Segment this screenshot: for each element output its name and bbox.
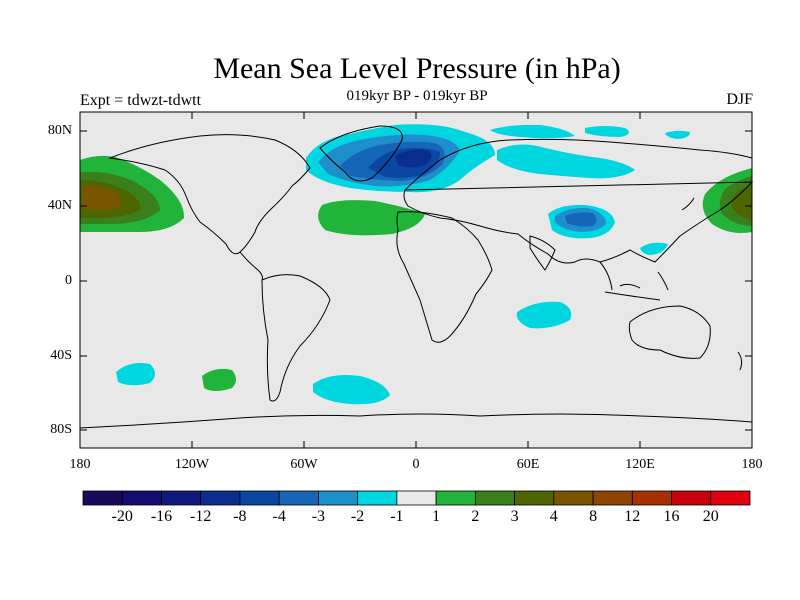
lat-label-40s: 40S xyxy=(50,348,72,363)
experiment-label: Expt = tdwzt-tdwtt xyxy=(80,92,202,109)
anomaly-north-atlantic-positive xyxy=(318,200,425,236)
colorbar-label: -16 xyxy=(150,508,173,525)
lon-label-180e: 180 xyxy=(741,457,763,472)
colorbar-label: 8 xyxy=(589,508,598,525)
colorbar-label: -2 xyxy=(350,508,365,525)
colorbar-label: 3 xyxy=(510,508,519,525)
map-subtitle: 019kyr BP - 019kyr BP xyxy=(346,88,488,104)
anomaly-south-pacific-positive xyxy=(202,368,236,391)
colorbar-swatch xyxy=(200,490,241,506)
colorbar-label: 2 xyxy=(471,508,480,525)
colorbar xyxy=(82,490,751,506)
colorbar-swatch xyxy=(514,490,555,506)
axis-ticks xyxy=(80,112,752,448)
colorbar-label: 4 xyxy=(549,508,558,525)
lon-label-120e: 120E xyxy=(625,457,655,472)
lat-label-80s: 80S xyxy=(50,422,72,437)
colorbar-swatch xyxy=(396,490,437,506)
lon-label-120w: 120W xyxy=(174,457,210,472)
colorbar-label: -20 xyxy=(111,508,133,525)
colorbar-swatch xyxy=(121,490,162,506)
colorbar-label: -3 xyxy=(311,508,326,525)
colorbar-swatch xyxy=(278,490,319,506)
colorbar-swatch xyxy=(474,490,515,506)
colorbar-swatch xyxy=(710,490,751,506)
lon-label-0: 0 xyxy=(412,457,420,472)
anomaly-fields xyxy=(80,124,752,405)
season-label: DJF xyxy=(726,91,753,108)
colorbar-label: 12 xyxy=(624,508,641,525)
colorbar-label: 20 xyxy=(702,508,719,525)
colorbar-label: 16 xyxy=(663,508,680,525)
colorbar-label: -4 xyxy=(272,508,286,525)
lat-label-0: 0 xyxy=(65,273,72,288)
lon-label-180w: 180 xyxy=(69,457,91,472)
colorbar-swatch xyxy=(592,490,633,506)
colorbar-label: 1 xyxy=(432,508,441,525)
lat-label-40n: 40N xyxy=(47,198,72,213)
colorbar-swatch xyxy=(553,490,594,506)
colorbar-swatch xyxy=(318,490,359,506)
anomaly-south-pacific-negative xyxy=(116,363,155,386)
colorbar-label: -1 xyxy=(390,508,404,525)
anomaly-south-indian-negative xyxy=(516,301,572,329)
colorbar-label: -8 xyxy=(233,508,247,525)
coastlines xyxy=(79,125,754,429)
colorbar-swatch xyxy=(239,490,280,506)
colorbar-label: -12 xyxy=(190,508,212,525)
colorbar-swatch xyxy=(357,490,398,506)
colorbar-swatch xyxy=(161,490,202,506)
colorbar-swatch xyxy=(435,490,476,506)
map-title: Mean Sea Level Pressure (in hPa) xyxy=(213,52,621,85)
colorbar-swatch xyxy=(631,490,672,506)
lon-label-60e: 60E xyxy=(516,457,540,472)
colorbar-swatch xyxy=(671,490,712,506)
anomaly-south-atlantic-negative xyxy=(313,375,390,405)
lon-label-60w: 60W xyxy=(290,457,318,472)
lat-label-80n: 80N xyxy=(47,123,72,138)
colorbar-swatch xyxy=(82,490,123,506)
